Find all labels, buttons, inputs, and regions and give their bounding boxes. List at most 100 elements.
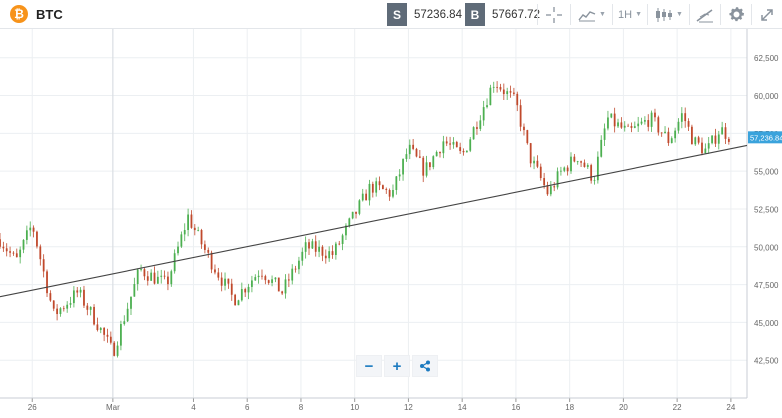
candle-body xyxy=(630,126,633,128)
candle-body xyxy=(442,141,445,154)
candle-style-button[interactable]: ▼ xyxy=(651,0,687,29)
candle-body xyxy=(536,160,539,167)
fullscreen-button[interactable] xyxy=(754,0,780,29)
last-price-tag xyxy=(748,131,782,144)
candle-body xyxy=(687,121,690,127)
zoom-out-button[interactable]: − xyxy=(356,355,382,377)
candle-body xyxy=(62,308,65,310)
candle-body xyxy=(395,176,398,190)
candle-body xyxy=(351,211,354,219)
candle-body xyxy=(590,165,593,181)
candle-body xyxy=(479,120,482,129)
x-tick-label: 16 xyxy=(511,403,520,412)
x-tick-label: 12 xyxy=(404,403,413,412)
candle-body xyxy=(506,91,509,95)
candle-body xyxy=(455,142,458,148)
candle-body xyxy=(660,132,663,134)
candle-body xyxy=(0,239,1,247)
chart-type-button[interactable]: ▼ xyxy=(574,0,610,29)
candle-body xyxy=(563,167,566,171)
candle-body xyxy=(207,249,210,253)
candle-body xyxy=(234,294,237,306)
candle-body xyxy=(76,290,79,293)
candle-body xyxy=(361,193,364,201)
settings-button[interactable] xyxy=(723,0,749,29)
candle-body xyxy=(86,305,89,310)
candle-body xyxy=(113,342,116,356)
candle-body xyxy=(412,144,415,149)
candle-body xyxy=(46,271,48,294)
candle-body xyxy=(392,189,394,197)
toolbar-separator xyxy=(612,4,613,25)
candle-body xyxy=(603,128,606,140)
candle-body xyxy=(435,152,438,157)
candle-body xyxy=(116,345,119,356)
candle-body xyxy=(348,218,351,226)
candle-body xyxy=(126,308,129,322)
candle-body xyxy=(711,135,713,144)
timeframe-label: 1H xyxy=(618,8,633,21)
candle-body xyxy=(714,135,717,144)
candle-body xyxy=(667,131,670,144)
candle-body xyxy=(345,225,347,236)
candle-body xyxy=(251,280,253,287)
x-tick-label: 10 xyxy=(350,403,359,412)
candle-body xyxy=(334,243,337,256)
candle-body xyxy=(72,290,75,304)
buy-price-button[interactable]: B 57667.72 xyxy=(465,3,540,26)
candle-body xyxy=(254,277,257,281)
candle-body xyxy=(264,276,267,281)
candle-body xyxy=(365,193,368,201)
candle-body xyxy=(5,248,8,252)
candle-body xyxy=(19,249,22,258)
candle-body xyxy=(277,277,280,292)
candle-body xyxy=(449,143,451,145)
toolbar-separator xyxy=(647,4,648,25)
candle-body xyxy=(170,271,173,285)
candle-body xyxy=(284,279,287,294)
candle-body xyxy=(439,152,441,154)
candle-body xyxy=(549,186,552,195)
candle-body xyxy=(640,121,643,124)
timeframe-dropdown[interactable]: 1H ▼ xyxy=(615,0,645,29)
candle-body xyxy=(680,113,683,122)
candle-body xyxy=(328,251,331,259)
trendline xyxy=(0,144,748,298)
price-chart[interactable]: 62,50060,00057,50055,00052,50050,00047,5… xyxy=(0,29,782,418)
candle-body xyxy=(707,143,710,149)
candle-body xyxy=(512,92,515,94)
candle-body xyxy=(529,143,532,164)
share-button[interactable] xyxy=(412,355,438,377)
candle-body xyxy=(499,87,502,90)
candle-body xyxy=(627,125,629,127)
y-tick-label: 62,500 xyxy=(754,54,779,63)
candle-body xyxy=(509,91,512,93)
candle-body xyxy=(650,112,653,127)
candle-body xyxy=(183,230,186,235)
candle-body xyxy=(566,167,569,172)
candle-body xyxy=(120,324,122,346)
candle-body xyxy=(543,178,546,186)
chevron-down-icon: ▼ xyxy=(599,11,606,18)
drawing-tools-button[interactable] xyxy=(692,0,718,29)
candle-body xyxy=(492,86,495,88)
candle-body xyxy=(623,125,626,128)
candle-body xyxy=(617,122,619,127)
candle-body xyxy=(674,130,677,139)
zoom-in-button[interactable]: + xyxy=(384,355,410,377)
crosshair-button[interactable] xyxy=(540,0,568,29)
candle-body xyxy=(613,113,616,127)
candle-body xyxy=(546,185,549,195)
toolbar-separator xyxy=(720,4,721,25)
sell-price-button[interactable]: S 57236.84 xyxy=(387,3,462,26)
candle-body xyxy=(318,246,320,252)
candle-body xyxy=(167,276,169,285)
candle-body xyxy=(59,308,62,315)
bitcoin-icon: ₿ xyxy=(10,5,28,23)
candle-body xyxy=(52,300,55,309)
candle-body xyxy=(570,156,572,172)
y-tick-label: 52,500 xyxy=(754,205,779,214)
candle-body xyxy=(247,286,250,293)
candle-body xyxy=(583,162,586,167)
x-tick-label: 26 xyxy=(28,403,37,412)
